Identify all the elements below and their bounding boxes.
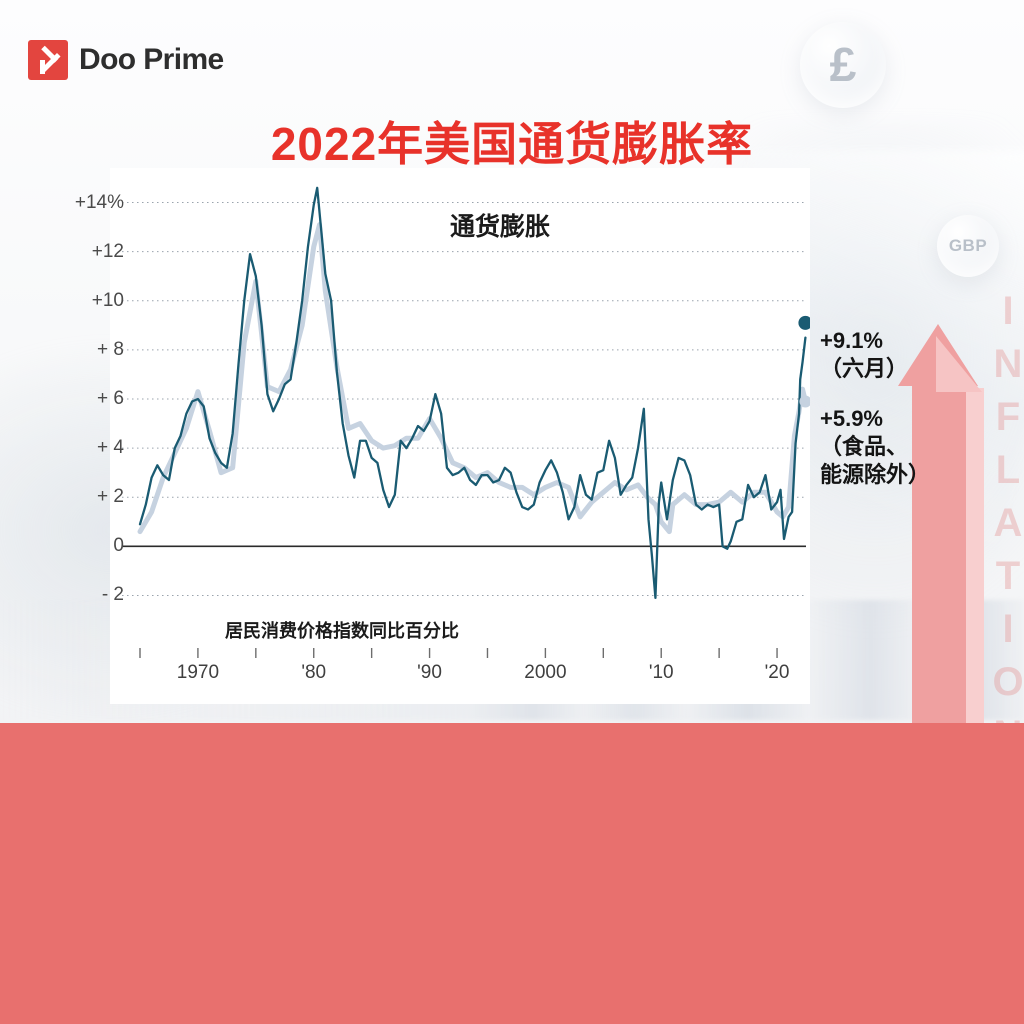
x-axis-tick-label: '10 [648, 662, 674, 683]
gbp-bubble-icon: GBP [937, 215, 999, 277]
y-axis-tick-label: + 4 [97, 437, 124, 459]
arrow-shaft-highlight [966, 388, 984, 730]
annotation-core-value: +5.9% [820, 406, 883, 431]
chart-series-path [137, 222, 808, 535]
annotation-headline-cpi: +9.1% （六月） [820, 327, 908, 383]
chart-series-label: 通货膨胀 [450, 213, 551, 241]
annotation-headline-period: （六月） [820, 356, 909, 382]
arrow-head-highlight [936, 336, 982, 392]
annotation-headline-value: +9.1% [820, 328, 883, 353]
x-axis-tick-label: '20 [764, 662, 790, 683]
chart-series-path [138, 186, 807, 600]
y-axis-tick-label: +10 [91, 289, 124, 311]
brand-logo: Doo Prime [28, 40, 224, 80]
y-axis-tick-label: +14% [74, 191, 124, 213]
y-axis-tick-label: + 2 [97, 486, 124, 508]
inflation-arrow-graphic: INFLATION [898, 289, 1024, 766]
page-title: 2022年美国通货膨胀率 [270, 118, 754, 170]
doo-prime-mark-icon [28, 40, 68, 80]
y-axis-tick-label: 0 [113, 535, 124, 557]
pound-symbol-glyph: £ [829, 38, 857, 92]
inflation-line-chart [122, 186, 810, 658]
chart-card [110, 168, 810, 704]
annotation-core-desc-1: （食品、 [820, 434, 909, 460]
summary-banner: 9.1% 美国 2002 年 6 月通胀率 高于市场预期的 8.8% 创 198… [0, 723, 1024, 1024]
series-end-marker [799, 395, 810, 408]
inflation-watermark-text: INFLATION [986, 288, 1024, 766]
y-axis-tick-label: - 2 [101, 584, 124, 606]
x-axis-tick-label: '80 [301, 662, 327, 683]
gbp-label: GBP [948, 236, 988, 255]
y-axis-tick-label: + 6 [97, 388, 124, 409]
chart-plot-area [110, 168, 810, 704]
x-axis-tick-label: 2000 [524, 662, 567, 683]
arrow-shaft [912, 372, 966, 730]
series-end-marker [798, 315, 810, 330]
y-axis-tick-label: +12 [91, 240, 124, 262]
x-axis-tick-label: 1970 [176, 662, 220, 683]
y-axis-tick-label: + 8 [97, 338, 124, 360]
pound-symbol-bubble-icon: £ [800, 22, 886, 108]
x-axis-tick-label: '90 [417, 662, 442, 683]
annotation-core-desc-2: 能源除外） [820, 462, 931, 488]
annotation-core-cpi: +5.9% （食品、 能源除外） [820, 405, 930, 489]
chart-subtitle: 居民消费价格指数同比百分比 [225, 621, 459, 641]
brand-name: Doo Prime [79, 43, 224, 76]
